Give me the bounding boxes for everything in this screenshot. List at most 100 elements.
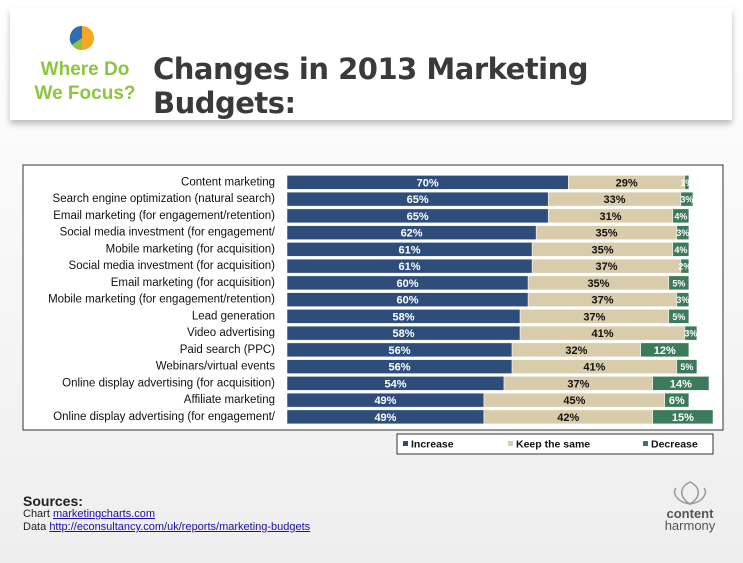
- bar-segment: [684, 175, 690, 190]
- sources-heading: Sources:: [23, 493, 83, 509]
- data-label: 56%: [389, 362, 411, 374]
- y-tick-label: Social media investment (for acquisition…: [69, 260, 276, 272]
- data-label: 3%: [680, 195, 693, 205]
- data-label: 61%: [399, 244, 421, 256]
- sources: Sources: Chart marketingcharts.com Data …: [23, 493, 310, 534]
- legend-swatch: [643, 441, 648, 446]
- bar-segment: [652, 376, 710, 391]
- y-tick-label: Affiliate marketing: [184, 394, 275, 406]
- data-label: 3%: [676, 295, 689, 305]
- bar-segment: [676, 359, 698, 374]
- data-label: 41%: [591, 328, 613, 340]
- source-prefix: Data: [23, 521, 47, 533]
- source-link[interactable]: marketingcharts.com: [52, 508, 156, 520]
- data-label: 33%: [604, 194, 626, 206]
- source-line: Chart marketingcharts.com: [23, 508, 310, 521]
- data-label: 62%: [401, 228, 423, 240]
- data-label: 54%: [384, 378, 406, 390]
- data-label: 35%: [595, 228, 617, 240]
- data-label: 60%: [397, 278, 419, 290]
- y-tick-label: Social media investment (for engagement/: [60, 227, 276, 239]
- bar-segment: [640, 342, 690, 358]
- data-label: 12%: [654, 345, 676, 357]
- data-label: 6%: [669, 395, 685, 407]
- data-label: 5%: [672, 278, 685, 288]
- data-label: 65%: [407, 211, 429, 223]
- header: Where Do We Focus? Changes in 2013 Marke…: [10, 8, 732, 120]
- data-label: 5%: [672, 312, 685, 322]
- y-tick-label: Lead generation: [192, 310, 275, 322]
- data-label: 70%: [417, 177, 439, 189]
- legend-swatch: [508, 441, 513, 446]
- bar-segment: [680, 258, 690, 274]
- bar-segment: [652, 409, 714, 425]
- data-label: 37%: [591, 295, 613, 307]
- logo-text: harmony: [664, 518, 716, 533]
- y-tick-label: Content marketing: [181, 176, 275, 188]
- badge: Where Do We Focus?: [34, 59, 136, 104]
- legend-label: Keep the same: [516, 438, 590, 450]
- data-label: 56%: [389, 345, 411, 357]
- source-prefix: Chart: [23, 508, 50, 520]
- data-label: 5%: [680, 362, 693, 372]
- legend-swatch: [403, 441, 408, 446]
- data-label: 29%: [616, 177, 638, 189]
- data-label: 58%: [393, 328, 415, 340]
- bar-segment: [676, 292, 690, 307]
- data-label: 35%: [587, 278, 609, 290]
- legend-frame: [396, 433, 714, 455]
- bar-segment: [672, 208, 690, 224]
- data-label: 1%: [680, 178, 693, 188]
- data-label: 31%: [600, 211, 622, 223]
- bar-segment: [668, 275, 690, 291]
- bar-segment: [680, 191, 694, 207]
- y-tick-label: Webinars/virtual events: [156, 361, 276, 373]
- data-label: 41%: [583, 362, 605, 374]
- data-label: 37%: [583, 311, 605, 323]
- bar-segment: [668, 309, 690, 324]
- data-label: 58%: [393, 311, 415, 323]
- pie-icon: [69, 25, 94, 51]
- y-tick-label: Mobile marketing (for engagement/retenti…: [48, 294, 275, 306]
- bar-segment: [672, 242, 690, 257]
- logo: content harmony: [650, 480, 730, 532]
- data-label: 4%: [674, 211, 687, 221]
- y-tick-label: Video advertising: [187, 327, 275, 339]
- data-label: 45%: [563, 395, 585, 407]
- data-label: 49%: [374, 395, 396, 407]
- data-label: 60%: [397, 295, 419, 307]
- data-label: 15%: [672, 412, 694, 424]
- source-link[interactable]: http://econsultancy.com/uk/reports/marke…: [49, 521, 311, 533]
- data-label: 32%: [565, 345, 587, 357]
- y-tick-label: Email marketing (for engagement/retentio…: [53, 210, 275, 222]
- title: Changes in 2013 Marketing Budgets:: [153, 52, 589, 120]
- data-label: 2%: [678, 262, 691, 272]
- legend-label: Decrease: [651, 438, 698, 450]
- data-label: 42%: [557, 412, 579, 424]
- logo-icon: [673, 481, 707, 505]
- data-label: 35%: [591, 244, 613, 256]
- y-tick-label: Search engine optimization (natural sear…: [53, 193, 276, 205]
- data-label: 3%: [684, 329, 697, 339]
- data-label: 4%: [674, 245, 687, 255]
- y-tick-label: Email marketing (for acquisition): [111, 277, 275, 289]
- data-label: 49%: [374, 412, 396, 424]
- y-tick-label: Mobile marketing (for acquisition): [106, 243, 276, 255]
- bar-segment: [664, 392, 690, 408]
- data-label: 14%: [670, 378, 692, 390]
- data-label: 37%: [595, 261, 617, 273]
- source-line: Data http://econsultancy.com/uk/reports/…: [23, 521, 310, 534]
- bar-segment: [676, 225, 690, 240]
- y-tick-label: Online display advertising (for engageme…: [53, 411, 276, 423]
- data-label: 65%: [407, 194, 429, 206]
- y-tick-label: Paid search (PPC): [180, 344, 275, 356]
- legend-label: Increase: [411, 438, 454, 450]
- data-label: 61%: [399, 261, 421, 273]
- y-tick-label: Online display advertising (for acquisit…: [62, 377, 275, 389]
- data-label: 37%: [567, 378, 589, 390]
- data-label: 3%: [676, 228, 689, 238]
- logo-text: content: [666, 506, 714, 521]
- bar-segment: [684, 325, 698, 341]
